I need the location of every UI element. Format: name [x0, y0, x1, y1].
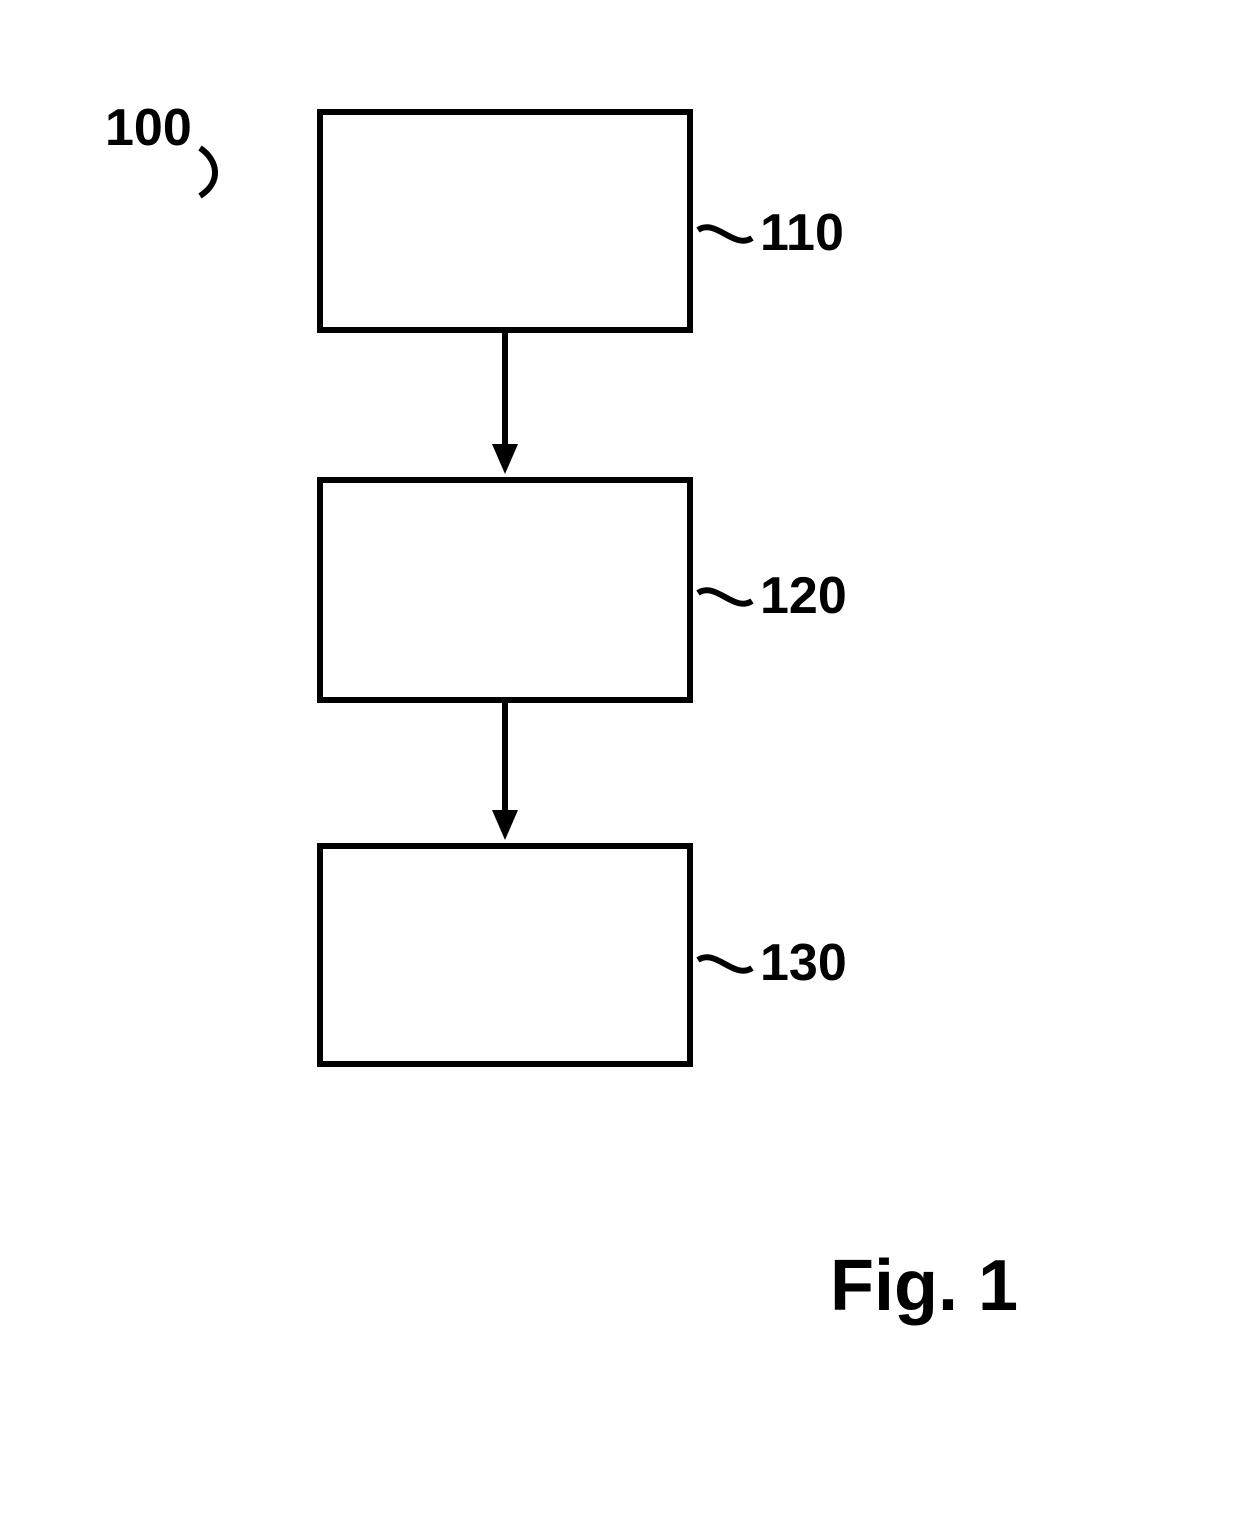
reference-label-100: 100: [105, 99, 192, 157]
reference-squiggle-100: [200, 148, 215, 196]
reference-squiggle-110: [698, 227, 752, 240]
flowchart-box-130: [320, 846, 690, 1064]
reference-label-130: 130: [760, 934, 847, 992]
reference-label-120: 120: [760, 567, 847, 625]
figure-caption: Fig. 1: [830, 1246, 1018, 1326]
arrowhead-icon: [492, 810, 518, 840]
flowchart-box-120: [320, 480, 690, 700]
reference-squiggle-130: [698, 957, 752, 970]
flowchart-boxes: [320, 112, 690, 1064]
reference-label-110: 110: [760, 204, 844, 262]
arrowhead-icon: [492, 444, 518, 474]
flowchart-arrows: [492, 330, 518, 840]
reference-labels: 110 120 130: [698, 204, 847, 992]
flowchart-box-110: [320, 112, 690, 330]
reference-squiggle-120: [698, 590, 752, 603]
flowchart-diagram: 100 110 120 130 Fig. 1: [0, 0, 1258, 1533]
